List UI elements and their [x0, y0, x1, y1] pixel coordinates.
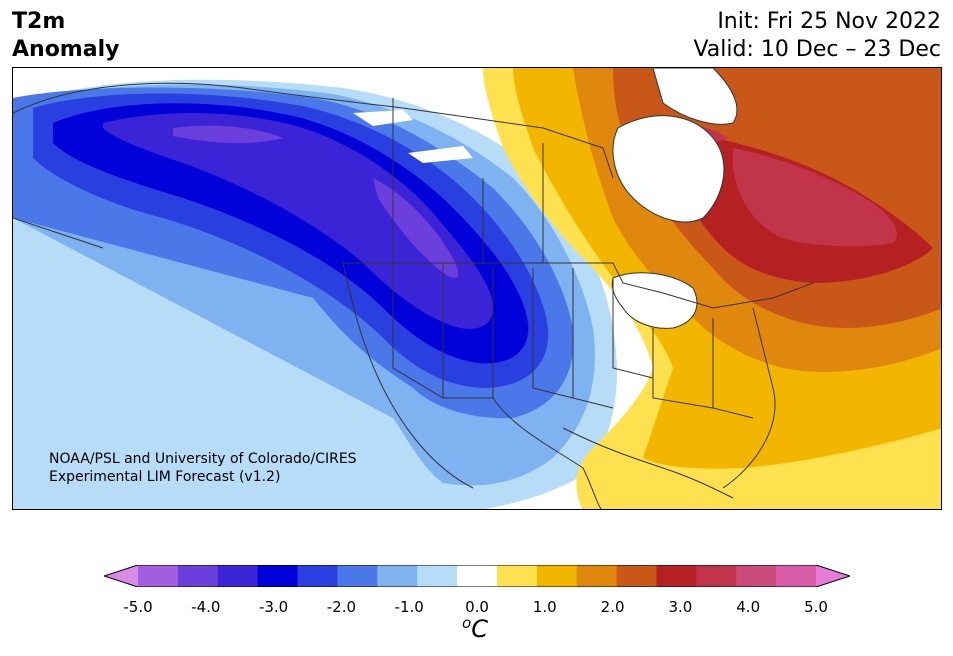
colorbar-segment — [337, 565, 378, 587]
unit-superscript: o — [462, 614, 472, 632]
colorbar-extend-max — [816, 565, 850, 587]
credit-text: NOAA/PSL and University of Colorado/CIRE… — [49, 450, 357, 486]
title-line-2: Anomaly — [12, 37, 120, 62]
colorbar-tick-label: 2.0 — [600, 598, 625, 616]
cold-anomaly-region — [13, 79, 617, 509]
credit-line-2: Experimental LIM Forecast (v1.2) — [49, 469, 281, 485]
colorbar-tick-label: 4.0 — [736, 598, 761, 616]
colorbar-tick-label: -3.0 — [258, 598, 289, 616]
colorbar-segment — [138, 565, 179, 587]
colorbar-segment — [377, 565, 418, 587]
colorbar — [104, 565, 850, 587]
map-title: T2m Anomaly — [12, 8, 119, 64]
colorbar-tick-label: -2.0 — [326, 598, 357, 616]
colorbar-segments — [104, 565, 850, 587]
colorbar-segment — [576, 565, 618, 587]
credit-line-1: NOAA/PSL and University of Colorado/CIRE… — [49, 451, 357, 467]
colorbar-tick-label: 5.0 — [804, 598, 828, 616]
colorbar-segment — [297, 565, 338, 587]
colorbar-tick-label: 3.0 — [668, 598, 693, 616]
colorbar-segment — [776, 565, 817, 587]
colorbar-ticks: -5.0 -4.0 -3.0 -2.0 -1.0 0.0 1.0 2.0 3.0 4.0 5.0 — [0, 598, 953, 618]
colorbar-tick-label: 1.0 — [532, 598, 557, 616]
colorbar-segment — [257, 565, 299, 587]
init-date: Init: Fri 25 Nov 2022 — [717, 9, 941, 34]
colorbar-segment — [656, 565, 697, 587]
colorbar-segment — [496, 565, 538, 587]
colorbar-segment — [616, 565, 657, 587]
colorbar-segment — [457, 565, 498, 587]
unit-letter: C — [471, 615, 488, 643]
colorbar-tick-label: -1.0 — [394, 598, 424, 616]
colorbar-segment — [177, 565, 219, 587]
colorbar-segment — [736, 565, 777, 587]
water-bodies — [353, 68, 738, 329]
anomaly-map — [12, 67, 942, 510]
valid-range: Valid: 10 Dec – 23 Dec — [693, 37, 941, 62]
colorbar-unit: oC — [462, 614, 488, 643]
colorbar-tick-label: 0.0 — [465, 598, 489, 616]
colorbar-segment — [217, 565, 259, 587]
colorbar-tick-label: -4.0 — [191, 598, 221, 616]
colorbar-tick-label: -5.0 — [123, 598, 153, 616]
colorbar-segment — [536, 565, 578, 587]
colorbar-segment — [417, 565, 458, 587]
colorbar-segment — [696, 565, 737, 587]
borders — [13, 82, 814, 509]
map-canvas — [13, 68, 941, 509]
forecast-dates: Init: Fri 25 Nov 2022 Valid: 10 Dec – 23… — [693, 8, 941, 64]
title-line-1: T2m — [12, 9, 66, 34]
colorbar-extend-min — [104, 565, 138, 587]
